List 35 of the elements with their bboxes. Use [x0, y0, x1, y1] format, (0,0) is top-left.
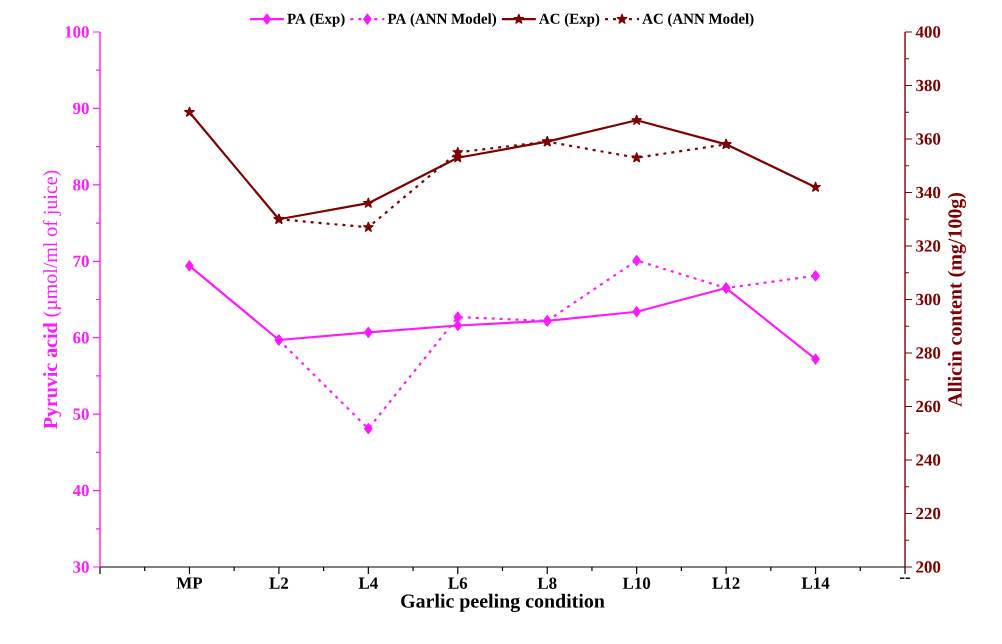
y2-tick-label: 340 — [916, 186, 941, 199]
y-tick-label: 70 — [73, 255, 89, 267]
y2-tick-label: 200 — [916, 561, 941, 573]
x-tick-label: L10 — [622, 577, 651, 589]
x-axis-title: Garlic peeling condition — [401, 593, 605, 612]
y-tick-label: 30 — [73, 561, 89, 573]
legend-label: AC (Exp) — [539, 13, 600, 27]
y-tick-label: 80 — [73, 179, 89, 191]
x-tick-label: L4 — [358, 577, 378, 589]
y2-tick-label: 400 — [915, 26, 941, 38]
legend-label: PA (ANN Model) — [387, 13, 497, 27]
y2-tick-label: 280 — [916, 347, 941, 359]
y-tick-label: 60 — [73, 332, 89, 344]
y-tick-label: 40 — [72, 484, 89, 497]
x-tick-label: -- — [899, 577, 911, 579]
y2-tick-label: 360 — [916, 133, 941, 145]
y2-tick-label: 240 — [916, 454, 941, 466]
y-tick-label: 50 — [73, 408, 89, 420]
x-tick-label: MP — [176, 577, 203, 589]
legend-label: AC (ANN Model) — [642, 13, 754, 27]
x-tick-label: L8 — [537, 577, 557, 589]
x-tick-label: L2 — [269, 577, 289, 589]
x-tick-label: L6 — [448, 577, 468, 589]
x-tick-label: L14 — [801, 577, 830, 589]
legend-label: PA (Exp) — [287, 13, 345, 27]
y-axis-title: Pyruvic acid (µmol/ml of juice) — [42, 170, 62, 429]
y2-tick-label: 300 — [916, 293, 941, 306]
y2-tick-label: 220 — [916, 507, 941, 520]
y2-tick-label: 380 — [916, 79, 941, 92]
y2-axis-title: Allicin content (mg/100g) — [947, 192, 966, 407]
x-tick-label: L12 — [712, 577, 740, 589]
y2-tick-label: 320 — [916, 240, 941, 252]
y2-tick-label: 260 — [916, 400, 941, 413]
y-tick-label: 90 — [73, 102, 89, 115]
y-tick-label: 100 — [65, 26, 89, 38]
